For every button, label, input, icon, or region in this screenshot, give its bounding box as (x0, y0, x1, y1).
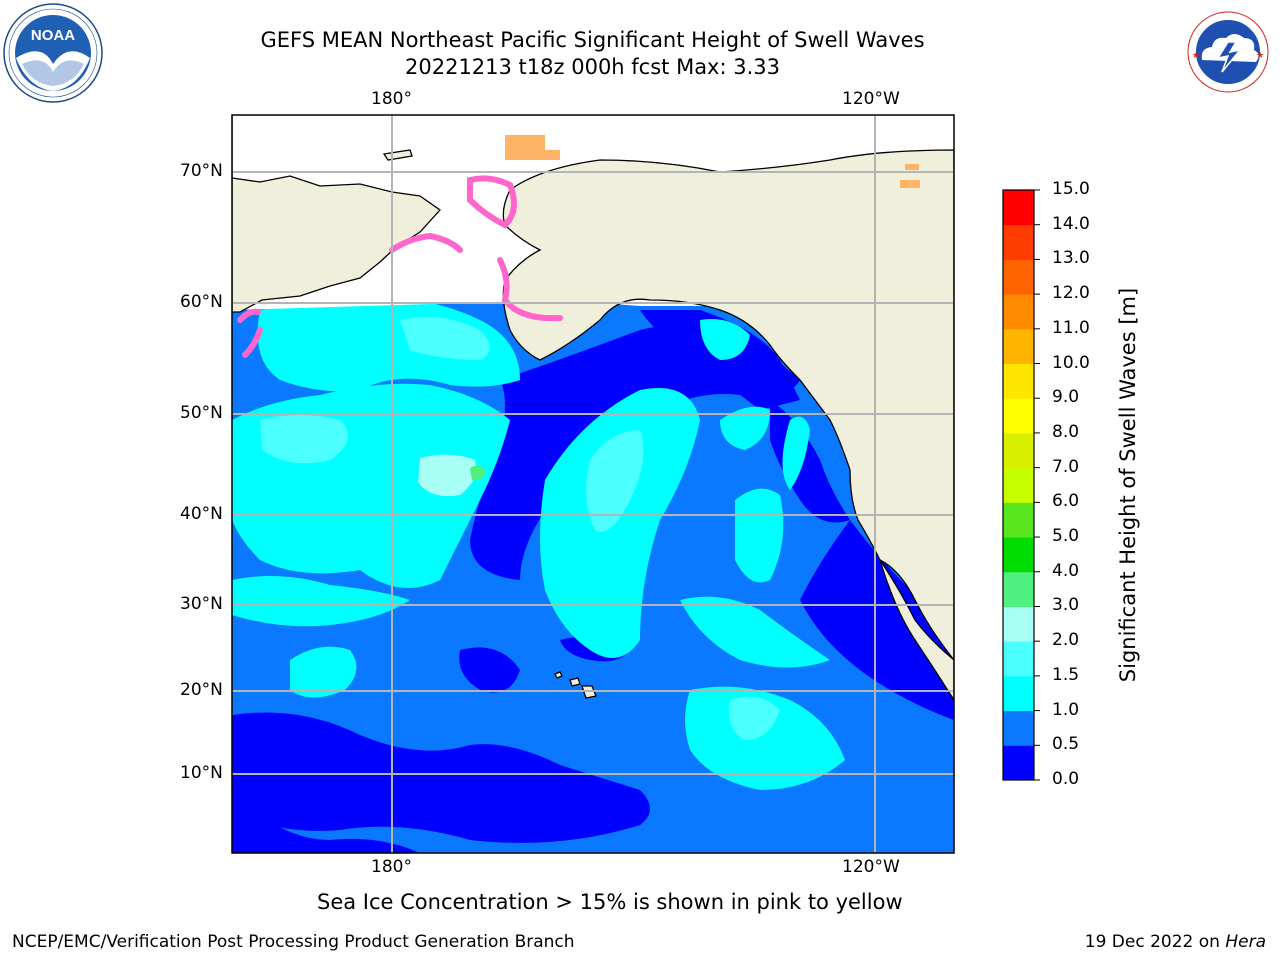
sea-ice (237, 175, 563, 358)
colorbar-bin (1003, 259, 1034, 295)
lat-label-50n: 50°N (180, 403, 223, 423)
lat-label-30n: 30°N (180, 594, 223, 614)
colorbar-bin (1003, 190, 1034, 226)
colorbar-bin (1003, 537, 1034, 573)
graticule (232, 115, 954, 853)
colorbar-tick-label: 10.0 (1052, 352, 1090, 373)
colorbar-bin (1003, 328, 1034, 365)
colorbar-tick-label: 4.0 (1052, 560, 1080, 581)
colorbar-tick-label: 0.5 (1052, 734, 1080, 755)
swell-band-top (418, 454, 476, 497)
footer-date: 19 Dec 2022 on Hera (1085, 932, 1266, 952)
colorbar-tick-label: 1.0 (1052, 699, 1080, 720)
svg-text:★: ★ (1192, 51, 1200, 61)
footer-date-text: 19 Dec 2022 on (1084, 932, 1226, 952)
lon-label-top-180: 180° (371, 89, 412, 109)
sea-ice-edge (505, 135, 920, 188)
colorbar-tick-label: 3.0 (1052, 595, 1080, 616)
colorbar-bin (1003, 745, 1034, 781)
colorbar-tick-label: 1.5 (1052, 664, 1080, 685)
noaa-logo-icon: NOAA (3, 3, 103, 103)
colorbar-bin (1003, 432, 1034, 469)
lat-label-40n: 40°N (180, 504, 223, 524)
swell-max-spot (470, 465, 486, 481)
colorbar-tick-label: 2.0 (1052, 630, 1080, 651)
lat-label-60n: 60°N (180, 292, 223, 312)
colorbar-tick-label: 6.0 (1052, 491, 1080, 512)
chart-subtitle: 20221213 t18z 000h fcst Max: 3.33 (405, 55, 780, 79)
colorbar-tick-label: 7.0 (1052, 456, 1080, 477)
colorbar-bin (1003, 398, 1034, 434)
svg-text:NOAA: NOAA (31, 27, 75, 44)
lon-label-top-120w: 120°W (842, 89, 900, 109)
colorbar-bin (1003, 467, 1034, 503)
colorbar (1003, 189, 1040, 781)
colorbar-tick-label: 12.0 (1052, 283, 1090, 304)
lat-label-10n: 10°N (180, 763, 223, 783)
colorbar-tick-label: 9.0 (1052, 387, 1080, 408)
colorbar-title: Significant Height of Swell Waves [m] (1116, 287, 1140, 683)
colorbar-tick-label: 0.0 (1052, 769, 1080, 789)
svg-text:★: ★ (1256, 51, 1264, 61)
colorbar-tick-label: 15.0 (1052, 179, 1090, 199)
colorbar-bin (1003, 363, 1034, 399)
colorbar-bin (1003, 502, 1034, 538)
colorbar-bin (1003, 641, 1034, 677)
footer-machine: Hera (1225, 932, 1266, 952)
colorbar-bin (1003, 675, 1034, 712)
colorbar-bin (1003, 571, 1034, 607)
colorbar-frame (1002, 189, 1035, 781)
footer-credit: NCEP/EMC/Verification Post Processing Pr… (12, 932, 575, 952)
lat-label-70n: 70°N (180, 161, 223, 181)
land-areas (232, 115, 954, 702)
colorbar-bin (1003, 606, 1034, 642)
lon-label-bottom-120w: 120°W (842, 857, 900, 877)
colorbar-bin (1003, 224, 1034, 260)
sea-ice-note: Sea Ice Concentration > 15% is shown in … (317, 890, 903, 914)
colorbar-tick-label: 13.0 (1052, 248, 1090, 269)
colorbar-tick-label: 5.0 (1052, 526, 1080, 547)
colorbar-bin (1003, 294, 1034, 330)
lat-label-20n: 20°N (180, 680, 223, 700)
colorbar-tick-label: 8.0 (1052, 421, 1080, 442)
swell-band-high (260, 316, 780, 740)
colorbar-tick-label: 14.0 (1052, 213, 1090, 234)
map-frame (231, 114, 955, 854)
colorbar-bin (1003, 710, 1034, 746)
colorbar-tick-label: 11.0 (1052, 317, 1090, 338)
nws-logo-icon: ★ ★ (1180, 4, 1276, 100)
chart-title: GEFS MEAN Northeast Pacific Significant … (260, 28, 925, 52)
lon-label-bottom-180: 180° (371, 857, 412, 877)
